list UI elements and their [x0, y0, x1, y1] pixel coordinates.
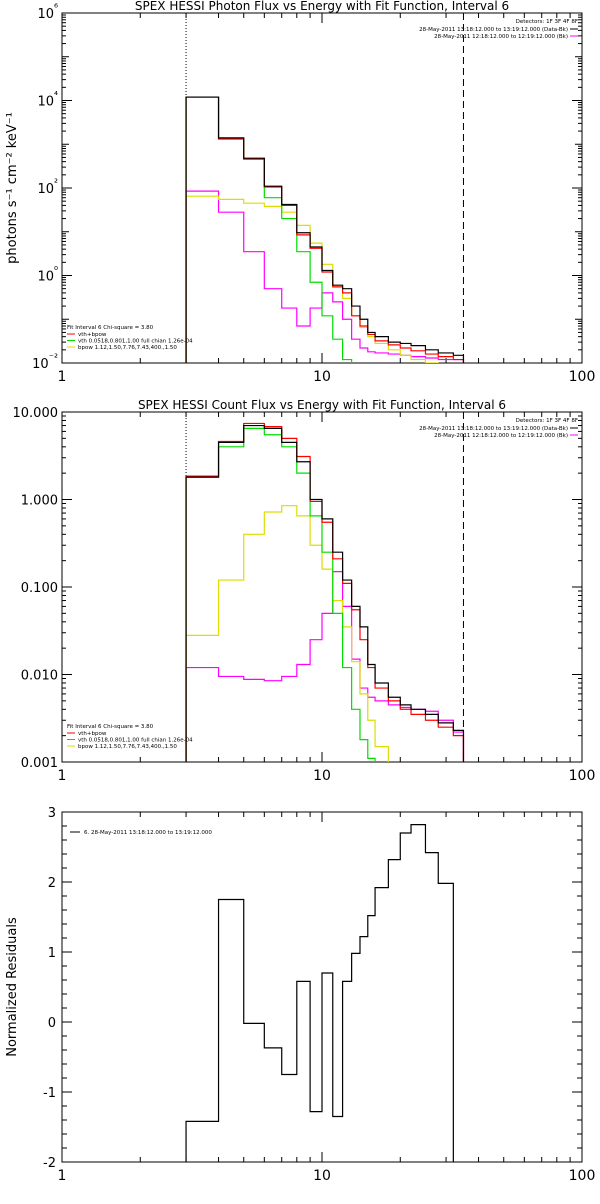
- y-tick-label: 10⁻²: [32, 353, 58, 372]
- y-tick-label-exponent: ⁶: [54, 3, 58, 14]
- plot-panel-1: SPEX HESSI Photon Flux vs Energy with Fi…: [5, 0, 596, 385]
- y-tick-label: 2: [48, 876, 56, 891]
- y-tick-label-base: 10: [37, 270, 54, 285]
- y-tick-label: 0: [48, 1016, 56, 1031]
- fit-legend-header: Fit Interval 6 Chi-square = 3.80: [67, 724, 154, 730]
- y-tick-label: 10⁴: [37, 91, 58, 110]
- y-tick-label: 0.100: [21, 581, 58, 596]
- x-tick-label: 10: [313, 369, 331, 385]
- series-vth: [185, 427, 376, 762]
- info-legend-header: Detectors: 1F 3F 4F 8F: [516, 418, 578, 424]
- series-group: [185, 96, 465, 363]
- y-tick-label: 10⁶: [37, 3, 58, 22]
- series-bpow: [185, 195, 439, 363]
- y-tick-label: 0.001: [21, 756, 58, 771]
- y-tick-label-base: 10: [37, 95, 54, 110]
- fit-legend-item: bpow 1.12,1.50,7.76,7.43,400.,1.50: [78, 744, 177, 750]
- fit-legend-item: vth 0.0518,0.801,1.00 full chian 1.26e-0…: [78, 339, 193, 345]
- series-background: [185, 190, 465, 363]
- info-legend-item: 28-May-2011 13:18:12.000 to 13:19:12.000…: [419, 426, 568, 432]
- chart-title: SPEX HESSI Count Flux vs Energy with Fit…: [138, 398, 506, 412]
- chart-title: SPEX HESSI Photon Flux vs Energy with Fi…: [135, 0, 509, 13]
- series-total: [185, 424, 465, 762]
- y-tick-label-exponent: ²: [54, 178, 58, 189]
- fit-legend-item: vth+bpow: [78, 731, 107, 737]
- info-legend-header: Detectors: 1F 3F 4F 8F: [516, 19, 578, 25]
- y-tick-label-base: 10: [37, 7, 54, 22]
- series-vth: [185, 96, 353, 363]
- x-tick-marks: [61, 412, 583, 762]
- plot-panel-2: SPEX HESSI Count Flux vs Energy with Fit…: [13, 398, 596, 784]
- series-fit_sum: [185, 422, 465, 762]
- x-tick-label: 100: [569, 768, 596, 784]
- y-tick-label: 1: [48, 946, 56, 961]
- y-tick-marks: [62, 14, 582, 364]
- y-tick-label: 0.010: [21, 669, 58, 684]
- y-axis-label: Normalized Residuals: [5, 917, 20, 1057]
- axes-frame: [61, 811, 583, 1163]
- series-group: [185, 422, 465, 762]
- info-legend-item: 6. 28-May-2011 13:18:12.000 to 13:19:12.…: [84, 830, 212, 836]
- axes-frame: [61, 12, 583, 364]
- fit-legend-item: bpow 1.12,1.50,7.76,7.43,400.,1.50: [78, 345, 177, 351]
- info-legend-item: 28-May-2011 13:18:12.000 to 13:19:12.000…: [419, 27, 568, 33]
- y-tick-label: 10²: [37, 178, 58, 197]
- y-tick-label-exponent: ⁻²: [49, 353, 58, 364]
- x-tick-label: 1: [58, 768, 67, 784]
- y-tick-label: 3: [48, 806, 56, 821]
- x-tick-label: 10: [313, 1168, 331, 1184]
- y-tick-label: -2: [43, 1156, 56, 1171]
- x-tick-label: 100: [569, 1168, 596, 1184]
- y-tick-label-base: 10: [37, 182, 54, 197]
- y-axis-label: photons s⁻¹ cm⁻² keV⁻¹: [5, 112, 20, 264]
- y-tick-label-base: 10: [32, 357, 49, 372]
- x-tick-label: 1: [58, 369, 67, 385]
- series-background: [185, 570, 465, 762]
- fit-legend-header: Fit Interval 6 Chi-square = 3.80: [67, 325, 154, 331]
- y-tick-label-exponent: ⁴: [54, 91, 58, 102]
- series-bpow: [185, 505, 389, 762]
- info-legend-item: 28-May-2011 12:18:12.000 to 12:19:12.000…: [434, 34, 568, 40]
- y-tick-marks: [62, 415, 582, 763]
- series-total: [185, 824, 454, 1162]
- plot-panel-3: Normalized Residuals 1 10 100 -2 -1 0 1 2 3 6. 28-…: [5, 806, 595, 1184]
- y-tick-label: 10⁰: [37, 266, 58, 285]
- fit-legend-item: vth+bpow: [78, 332, 107, 338]
- fit-legend-item: vth 0.0518,0.801,1.00 full chian 1.26e-0…: [78, 738, 193, 744]
- x-tick-label: 1: [58, 1168, 67, 1184]
- y-tick-label: -1: [43, 1086, 56, 1101]
- info-legend-item: 28-May-2011 12:18:12.000 to 12:19:12.000…: [434, 433, 568, 439]
- y-tick-label-exponent: ⁰: [54, 266, 58, 277]
- x-tick-label: 10: [313, 768, 331, 784]
- y-tick-label: 10.000: [13, 406, 59, 421]
- series-total: [185, 96, 465, 363]
- x-tick-label: 100: [569, 369, 596, 385]
- axes-frame: [61, 411, 583, 763]
- series-group: [185, 824, 454, 1162]
- y-tick-label: 1.000: [21, 494, 58, 509]
